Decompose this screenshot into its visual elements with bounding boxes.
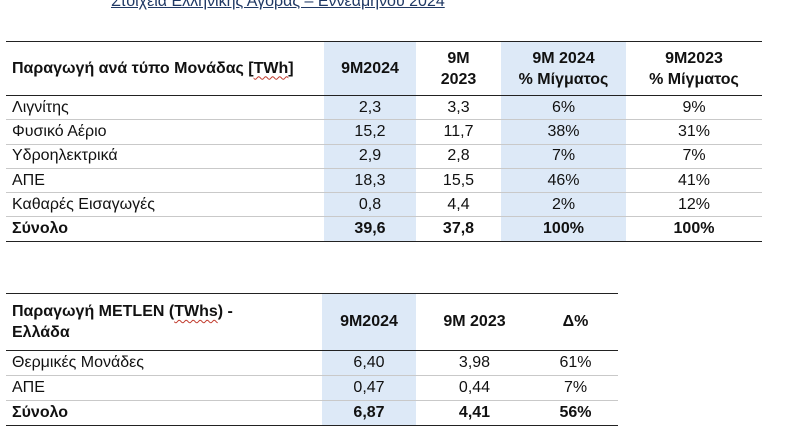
row-label: Καθαρές Εισαγωγές [6,192,324,218]
row-label: Λιγνίτης [6,95,324,121]
table-row: Λιγνίτης 2,3 3,3 6% 9% [6,95,762,121]
cell-9m2023: 4,4 [416,192,501,218]
cell-9m2024: 15,2 [324,119,416,145]
cell-9m2023: 2,8 [416,144,501,169]
table-row: Υδροηλεκτρικά 2,9 2,8 7% 7% [6,144,762,169]
generation-by-unit-type-table: Παραγωγή ανά τύπο Μονάδας [TWh] 9M2024 9… [6,41,762,242]
cell-9m2024: 2,3 [324,95,416,121]
table-row: ΑΠΕ 0,47 0,44 7% [6,375,618,401]
cell-9m2023-mix: 9% [626,95,762,121]
cell-9m2024-mix: 2% [501,192,626,218]
cell-delta: 61% [533,350,618,376]
cell-9m2023-mix: 41% [626,168,762,194]
total-delta: 56% [533,400,618,426]
row-label: Υδροηλεκτρικά [6,144,324,169]
cell-9m2024-mix: 46% [501,168,626,194]
total-9m2023: 4,41 [416,400,533,426]
total-9m2024: 6,87 [322,400,416,426]
cell-9m2024-mix: 6% [501,95,626,121]
cell-9m2023-mix: 31% [626,119,762,145]
total-9m2023-mix: 100% [626,216,762,242]
cell-9m2024: 6,40 [322,350,416,376]
total-9m2023: 37,8 [416,216,501,242]
table-header-row: Παραγωγή METLEN (TWhs) - Ελλάδα 9M2024 9… [6,293,618,351]
total-row: Σύνολο 39,6 37,8 100% 100% [6,216,762,242]
cell-9m2023-mix: 7% [626,144,762,169]
header-9m2023: 9M 2023 [443,313,506,330]
row-label: ΑΠΕ [6,168,324,194]
table-row: Θερμικές Μονάδες 6,40 3,98 61% [6,350,618,376]
header-9m2024-mix: 9M 2024 % Μίγματος [501,41,626,96]
table-row: Καθαρές Εισαγωγές 0,8 4,4 2% 12% [6,192,762,218]
total-label: Σύνολο [6,400,322,426]
cell-9m2024-mix: 7% [501,144,626,169]
table-header-row: Παραγωγή ανά τύπο Μονάδας [TWh] 9M2024 9… [6,41,762,96]
cell-9m2024-mix: 38% [501,119,626,145]
row-label: Θερμικές Μονάδες [6,350,322,376]
cell-9m2023: 15,5 [416,168,501,194]
row-label: Φυσικό Αέριο [6,119,324,145]
cell-9m2024: 0,8 [324,192,416,218]
cell-9m2024: 2,9 [324,144,416,169]
total-9m2024-mix: 100% [501,216,626,242]
header-9m2023-mix: 9M2023 % Μίγματος [649,49,739,88]
page-caption: Στοιχεία Ελληνικής Αγοράς – Εννεάμηνου 2… [111,0,445,10]
cell-9m2024: 0,47 [322,375,416,401]
metlen-generation-table: Παραγωγή METLEN (TWhs) - Ελλάδα 9M2024 9… [6,293,618,426]
total-label: Σύνολο [6,216,324,242]
cell-9m2024: 18,3 [324,168,416,194]
row-label: ΑΠΕ [6,375,322,401]
header-metlen-generation: Παραγωγή METLEN (TWhs) - Ελλάδα [12,303,233,341]
cell-delta: 7% [533,375,618,401]
total-row: Σύνολο 6,87 4,41 56% [6,400,618,426]
cell-9m2023: 3,98 [416,350,533,376]
header-delta-percent: Δ% [562,313,589,330]
cell-9m2023: 3,3 [416,95,501,121]
unit-twhs: TWhs [174,303,218,320]
cell-9m2023: 11,7 [416,119,501,145]
cell-9m2023-mix: 12% [626,192,762,218]
header-9m2024: 9M2024 [322,293,416,351]
unit-twh: TWh [253,59,289,77]
table-row: Φυσικό Αέριο 15,2 11,7 38% 31% [6,119,762,145]
total-9m2024: 39,6 [324,216,416,242]
cell-9m2023: 0,44 [416,375,533,401]
table-row: ΑΠΕ 18,3 15,5 46% 41% [6,168,762,194]
header-9m2024: 9M2024 [324,41,416,96]
header-generation-by-unit-type: Παραγωγή ανά τύπο Μονάδας [TWh] [12,59,294,77]
header-9m2023: 9M 2023 [440,49,477,88]
